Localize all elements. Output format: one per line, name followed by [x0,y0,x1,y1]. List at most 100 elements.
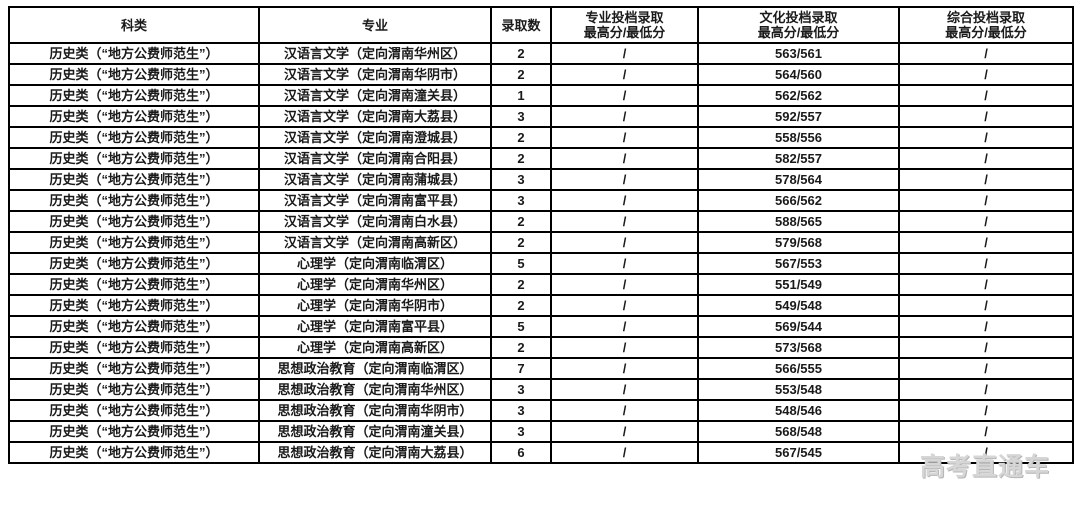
cell-comprehensive-score: / [898,252,1074,275]
cell-comprehensive-score: / [898,63,1074,86]
cell-admit-count: 3 [490,189,552,212]
cell-major: 心理学（定向渭南华阴市） [258,294,492,317]
cell-comprehensive-score: / [898,399,1074,422]
cell-category: 历史类（“地方公费师范生”） [8,399,260,422]
cell-category: 历史类（“地方公费师范生”） [8,294,260,317]
cell-major: 汉语言文学（定向渭南潼关县） [258,84,492,107]
cell-culture-score: 564/560 [697,63,900,86]
table-row: 历史类（“地方公费师范生”） 汉语言文学（定向渭南高新区） 2 / 579/56… [8,231,1074,254]
cell-major-score: / [550,210,699,233]
cell-major-score: / [550,63,699,86]
table-row: 历史类（“地方公费师范生”） 思想政治教育（定向渭南华阴市） 3 / 548/5… [8,399,1074,422]
cell-category: 历史类（“地方公费师范生”） [8,168,260,191]
col-header-comprehensive-score: 综合投档录取 最高分/最低分 [898,6,1074,44]
cell-major: 汉语言文学（定向渭南蒲城县） [258,168,492,191]
table-row: 历史类（“地方公费师范生”） 思想政治教育（定向渭南华州区） 3 / 553/5… [8,378,1074,401]
cell-admit-count: 5 [490,252,552,275]
cell-category: 历史类（“地方公费师范生”） [8,42,260,65]
cell-comprehensive-score: / [898,126,1074,149]
cell-category: 历史类（“地方公费师范生”） [8,336,260,359]
cell-major: 思想政治教育（定向渭南华阴市） [258,399,492,422]
cell-culture-score: 592/557 [697,105,900,128]
table-row: 历史类（“地方公费师范生”） 汉语言文学（定向渭南蒲城县） 3 / 578/56… [8,168,1074,191]
cell-category: 历史类（“地方公费师范生”） [8,231,260,254]
table-row: 历史类（“地方公费师范生”） 心理学（定向渭南临渭区） 5 / 567/553 … [8,252,1074,275]
cell-major: 心理学（定向渭南临渭区） [258,252,492,275]
table-row: 历史类（“地方公费师范生”） 心理学（定向渭南华州区） 2 / 551/549 … [8,273,1074,296]
cell-category: 历史类（“地方公费师范生”） [8,441,260,464]
cell-major-score: / [550,84,699,107]
cell-category: 历史类（“地方公费师范生”） [8,84,260,107]
admission-score-table: 科类 专业 录取数 专业投档录取 最高分/最低分 文化投档录取 最高分 [8,6,1074,464]
cell-category: 历史类（“地方公费师范生”） [8,315,260,338]
cell-admit-count: 2 [490,231,552,254]
cell-admit-count: 2 [490,273,552,296]
table-row: 历史类（“地方公费师范生”） 思想政治教育（定向渭南大荔县） 6 / 567/5… [8,441,1074,464]
cell-culture-score: 551/549 [697,273,900,296]
cell-comprehensive-score: / [898,420,1074,443]
cell-category: 历史类（“地方公费师范生”） [8,147,260,170]
cell-major-score: / [550,189,699,212]
cell-admit-count: 3 [490,420,552,443]
table-row: 历史类（“地方公费师范生”） 思想政治教育（定向渭南潼关县） 3 / 568/5… [8,420,1074,443]
cell-major-score: / [550,42,699,65]
cell-major: 思想政治教育（定向渭南潼关县） [258,420,492,443]
cell-major-score: / [550,294,699,317]
cell-comprehensive-score: / [898,294,1074,317]
table-row: 历史类（“地方公费师范生”） 心理学（定向渭南富平县） 5 / 569/544 … [8,315,1074,338]
cell-comprehensive-score: / [898,189,1074,212]
table-row: 历史类（“地方公费师范生”） 汉语言文学（定向渭南华阴市） 2 / 564/56… [8,63,1074,86]
cell-major: 思想政治教育（定向渭南临渭区） [258,357,492,380]
cell-major: 汉语言文学（定向渭南华阴市） [258,63,492,86]
header-major-label: 专业 [361,17,388,33]
cell-major-score: / [550,231,699,254]
cell-admit-count: 3 [490,168,552,191]
cell-major-score: / [550,357,699,380]
cell-major-score: / [550,315,699,338]
cell-admit-count: 6 [490,441,552,464]
table-row: 历史类（“地方公费师范生”） 汉语言文学（定向渭南富平县） 3 / 566/56… [8,189,1074,212]
cell-admit-count: 3 [490,399,552,422]
cell-admit-count: 2 [490,126,552,149]
cell-comprehensive-score: / [898,105,1074,128]
table-row: 历史类（“地方公费师范生”） 汉语言文学（定向渭南华州区） 2 / 563/56… [8,42,1074,65]
cell-culture-score: 549/548 [697,294,900,317]
cell-culture-score: 566/555 [697,357,900,380]
cell-category: 历史类（“地方公费师范生”） [8,63,260,86]
cell-major: 心理学（定向渭南高新区） [258,336,492,359]
cell-category: 历史类（“地方公费师范生”） [8,126,260,149]
cell-culture-score: 578/564 [697,168,900,191]
header-category-label: 科类 [120,17,147,33]
cell-admit-count: 2 [490,294,552,317]
table-row: 历史类（“地方公费师范生”） 思想政治教育（定向渭南临渭区） 7 / 566/5… [8,357,1074,380]
cell-comprehensive-score: / [898,315,1074,338]
cell-culture-score: 588/565 [697,210,900,233]
cell-major-score: / [550,252,699,275]
cell-major: 思想政治教育（定向渭南大荔县） [258,441,492,464]
table-row: 历史类（“地方公费师范生”） 心理学（定向渭南华阴市） 2 / 549/548 … [8,294,1074,317]
cell-comprehensive-score: / [898,84,1074,107]
cell-culture-score: 548/546 [697,399,900,422]
cell-major-score: / [550,441,699,464]
cell-major: 汉语言文学（定向渭南富平县） [258,189,492,212]
table-row: 历史类（“地方公费师范生”） 心理学（定向渭南高新区） 2 / 573/568 … [8,336,1074,359]
cell-major-score: / [550,126,699,149]
cell-admit-count: 2 [490,147,552,170]
cell-category: 历史类（“地方公费师范生”） [8,252,260,275]
cell-major: 汉语言文学（定向渭南大荔县） [258,105,492,128]
cell-comprehensive-score: / [898,147,1074,170]
cell-category: 历史类（“地方公费师范生”） [8,105,260,128]
cell-culture-score: 562/562 [697,84,900,107]
cell-culture-score: 579/568 [697,231,900,254]
cell-major-score: / [550,399,699,422]
cell-major-score: / [550,378,699,401]
cell-comprehensive-score: / [898,210,1074,233]
cell-culture-score: 582/557 [697,147,900,170]
cell-culture-score: 568/548 [697,420,900,443]
cell-admit-count: 7 [490,357,552,380]
table-row: 历史类（“地方公费师范生”） 汉语言文学（定向渭南大荔县） 3 / 592/55… [8,105,1074,128]
cell-major: 思想政治教育（定向渭南华州区） [258,378,492,401]
col-header-culture-score: 文化投档录取 最高分/最低分 [697,6,900,44]
cell-major: 汉语言文学（定向渭南澄城县） [258,126,492,149]
